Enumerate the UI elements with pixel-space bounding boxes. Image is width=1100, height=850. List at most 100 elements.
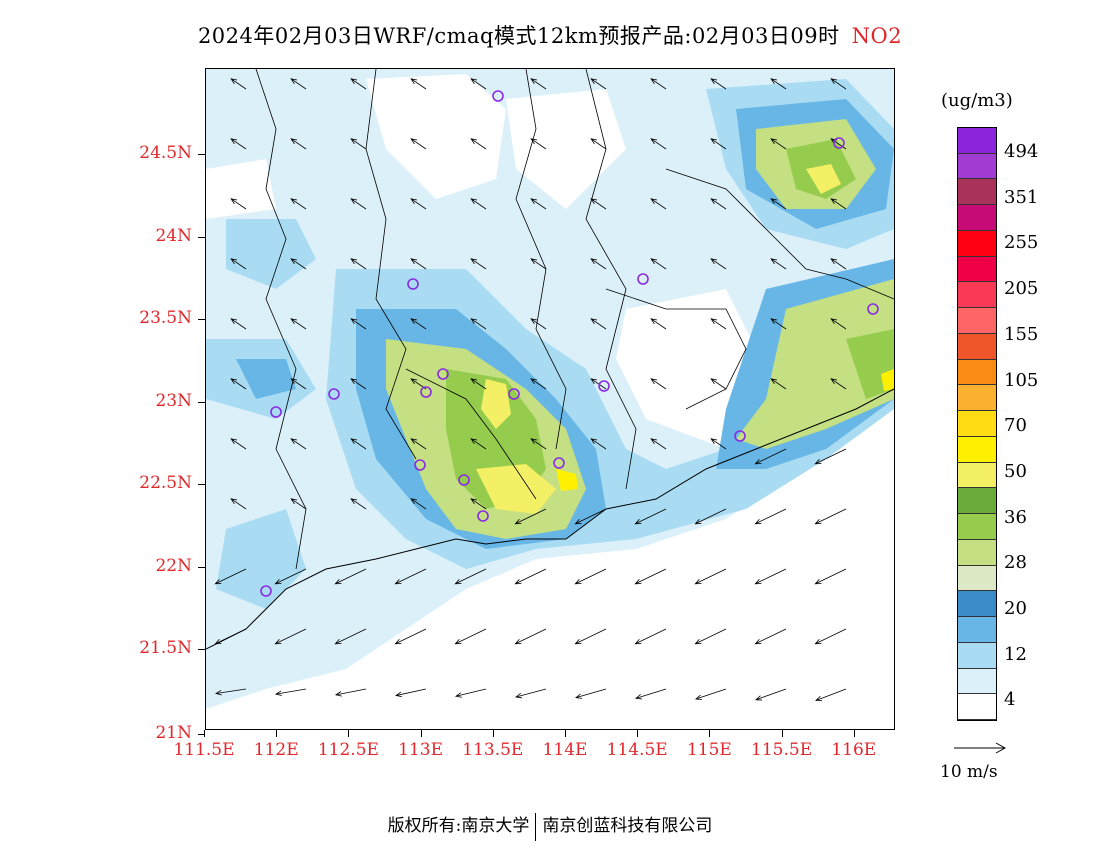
wind-arrow-head [830, 318, 838, 325]
wind-arrow-head [770, 258, 778, 265]
legend-level-label: 255 [1004, 232, 1039, 254]
legend-level-label: 28 [1004, 552, 1027, 574]
latitude-label: 23N [155, 390, 192, 411]
wind-arrow [710, 318, 727, 330]
wind-arrow [770, 378, 787, 390]
wind-arrow [830, 78, 847, 90]
station-marker [637, 273, 649, 285]
legend-swatch [958, 488, 996, 515]
legend-unit: (ug/m3) [941, 90, 1013, 111]
legend-swatch [958, 565, 996, 592]
legend-swatch [958, 333, 996, 360]
wind-arrow [770, 258, 787, 270]
wind-arrow [350, 198, 367, 210]
map-panel[interactable] [205, 68, 895, 730]
station-marker [553, 457, 565, 469]
wind-arrow [650, 438, 667, 450]
chart-title: 2024年02月03日WRF/cmaq模式12km预报产品:02月03日09时 N… [0, 20, 1100, 50]
latitude-tick [198, 319, 205, 320]
wind-arrow-head [334, 691, 342, 697]
wind-arrow-head [754, 459, 762, 465]
latitude-tick [198, 649, 205, 650]
wind-arrow [530, 78, 547, 90]
wind-arrow-head [694, 639, 702, 645]
wind-arrow-head [410, 258, 418, 265]
latitude-tick [198, 484, 205, 485]
copyright-label: 版权所有:南京大学 [387, 816, 530, 836]
latitude-tick [198, 733, 205, 735]
wind-arrow [770, 78, 787, 90]
wind-arrow [215, 628, 247, 645]
wind-arrow [695, 688, 727, 700]
wind-arrow-head [574, 519, 582, 525]
station-marker [492, 90, 504, 102]
wind-arrow-head [590, 318, 598, 325]
wind-arrow-head [590, 438, 598, 445]
wind-arrow-head [754, 519, 762, 525]
longitude-label: 114.5E [606, 740, 668, 760]
wind-arrow [650, 258, 667, 270]
wind-arrow [815, 628, 847, 645]
wind-arrow [215, 688, 247, 694]
wind-arrow-head [770, 138, 778, 145]
wind-arrow [230, 78, 247, 90]
wind-arrow-head [454, 579, 462, 585]
legend-swatch [958, 617, 996, 643]
wind-arrow-head [274, 639, 282, 645]
wind-vectors [214, 78, 847, 702]
legend-level-label: 70 [1004, 415, 1027, 437]
pollutant-label: NO2 [851, 24, 903, 48]
wind-arrow [410, 138, 427, 150]
latitude-label: 22.5N [139, 473, 192, 493]
wind-arrow [290, 258, 307, 270]
wind-arrow-head [350, 258, 358, 265]
wind-arrow [290, 378, 307, 390]
wind-arrow-head [290, 498, 298, 505]
no2-field-level-20 [236, 359, 296, 399]
wind-arrow [770, 198, 787, 210]
wind-arrow [635, 508, 667, 525]
wind-arrow-head [230, 78, 238, 85]
wind-arrow [815, 688, 847, 701]
wind-arrow [830, 258, 847, 270]
wind-arrow [470, 378, 487, 390]
wind-arrow-head [530, 198, 538, 205]
wind-arrow [290, 138, 307, 150]
longitude-label: 111.5E [173, 740, 235, 760]
station-marker [477, 510, 489, 522]
wind-arrow-head [514, 579, 522, 585]
wind-arrow-head [410, 378, 418, 385]
wind-arrow-head [814, 639, 822, 645]
wind-arrow-head [410, 438, 418, 445]
wind-arrow [590, 438, 607, 450]
wind-arrow-head [574, 639, 582, 645]
wind-arrow [455, 688, 487, 697]
no2-field-level-50 [806, 164, 841, 194]
wind-arrow [230, 498, 247, 510]
wind-arrow [650, 138, 667, 150]
station-marker [437, 368, 449, 380]
wind-arrow-head [695, 694, 703, 700]
wind-arrow-head [634, 639, 642, 645]
wind-arrow [275, 688, 307, 695]
wind-arrow-head [770, 378, 778, 385]
longitude-label: 115E [686, 740, 732, 760]
longitude-label: 113E [398, 740, 444, 760]
wind-arrow [695, 568, 727, 585]
legend-level-label: 4 [1004, 689, 1016, 711]
wind-arrow [695, 508, 727, 525]
wind-arrow [395, 628, 427, 645]
no2-field-level-50 [476, 464, 556, 514]
wind-arrow [350, 258, 367, 270]
wind-arrow-head [830, 78, 838, 85]
wind-arrow-head [290, 138, 298, 145]
wind-arrow-head [754, 639, 762, 645]
legend-swatch [958, 694, 996, 720]
wind-arrow [575, 568, 607, 585]
station-marker [867, 303, 879, 315]
wind-arrow-head [230, 378, 238, 385]
wind-arrow [755, 568, 787, 585]
no2-field-level-28 [736, 279, 894, 449]
wind-arrow-head [650, 318, 658, 325]
wind-arrow [755, 688, 787, 701]
